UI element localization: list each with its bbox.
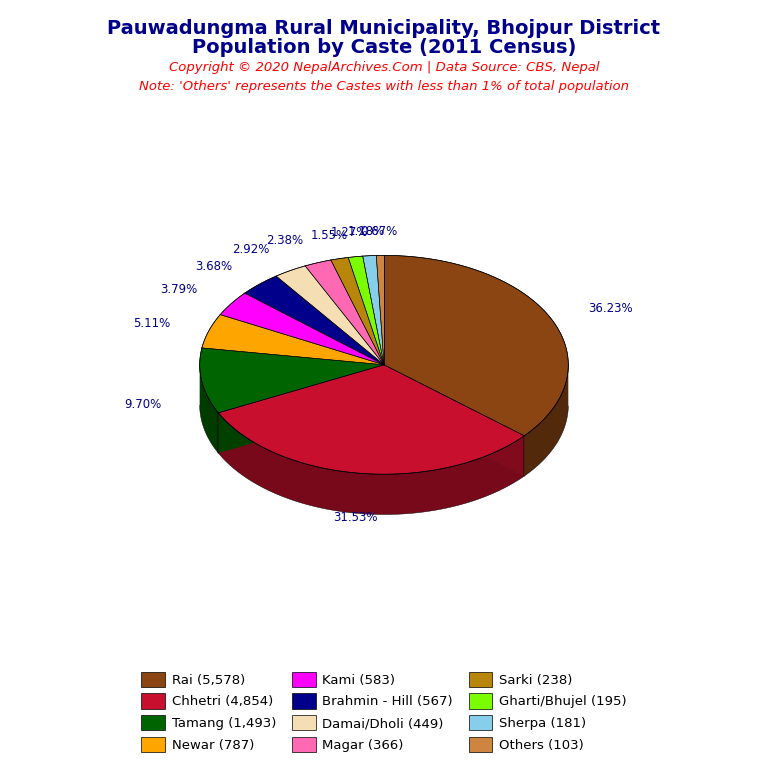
Polygon shape — [220, 293, 384, 365]
Text: Copyright © 2020 NepalArchives.Com | Data Source: CBS, Nepal: Copyright © 2020 NepalArchives.Com | Dat… — [169, 61, 599, 74]
Legend: Rai (5,578), Chhetri (4,854), Tamang (1,493), Newar (787), Kami (583), Brahmin -: Rai (5,578), Chhetri (4,854), Tamang (1,… — [136, 667, 632, 757]
Polygon shape — [348, 256, 384, 365]
Text: 3.79%: 3.79% — [161, 283, 198, 296]
Polygon shape — [376, 256, 384, 365]
Polygon shape — [218, 365, 384, 453]
Polygon shape — [218, 365, 525, 474]
Text: 1.27%: 1.27% — [330, 227, 368, 240]
Polygon shape — [218, 413, 525, 515]
Polygon shape — [362, 256, 384, 365]
Polygon shape — [200, 348, 384, 413]
Polygon shape — [384, 256, 568, 435]
Polygon shape — [218, 365, 384, 453]
Polygon shape — [202, 315, 384, 365]
Text: 3.68%: 3.68% — [195, 260, 232, 273]
Polygon shape — [276, 266, 384, 365]
Text: 31.53%: 31.53% — [333, 511, 378, 524]
Text: Population by Caste (2011 Census): Population by Caste (2011 Census) — [192, 38, 576, 58]
Polygon shape — [245, 276, 384, 365]
Polygon shape — [305, 260, 384, 365]
Text: 2.38%: 2.38% — [266, 233, 303, 247]
Text: 1.55%: 1.55% — [311, 229, 348, 242]
Text: 1.18%: 1.18% — [348, 225, 385, 238]
Polygon shape — [384, 365, 525, 476]
Text: 2.92%: 2.92% — [232, 243, 270, 257]
Text: 9.70%: 9.70% — [124, 399, 161, 412]
Polygon shape — [384, 365, 525, 476]
Text: 5.11%: 5.11% — [133, 317, 170, 330]
Polygon shape — [331, 257, 384, 365]
Polygon shape — [200, 365, 218, 453]
Text: 36.23%: 36.23% — [588, 303, 633, 316]
Text: Pauwadungma Rural Municipality, Bhojpur District: Pauwadungma Rural Municipality, Bhojpur … — [108, 19, 660, 38]
Text: 0.67%: 0.67% — [361, 225, 398, 238]
Text: Note: 'Others' represents the Castes with less than 1% of total population: Note: 'Others' represents the Castes wit… — [139, 80, 629, 93]
Polygon shape — [525, 366, 568, 476]
